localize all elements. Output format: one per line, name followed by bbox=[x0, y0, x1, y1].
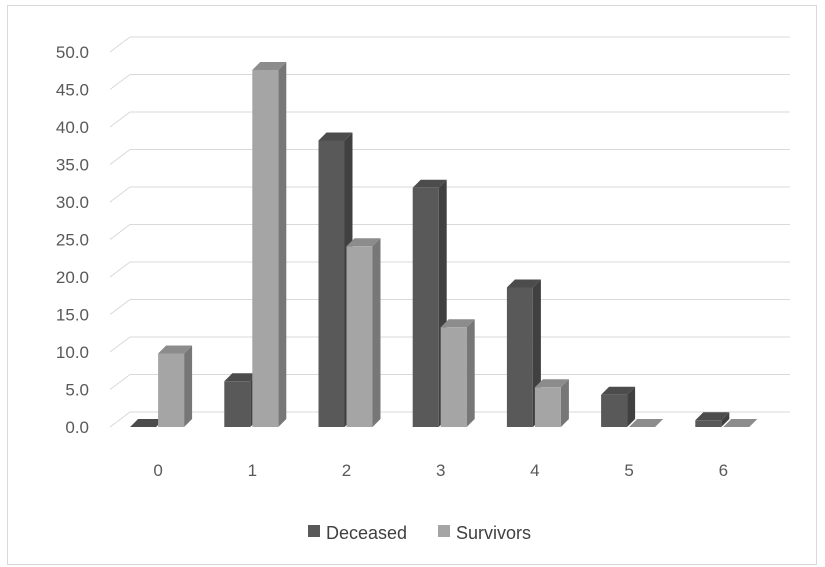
y-tick-label: 30.0 bbox=[56, 193, 89, 212]
bar-deceased-4 bbox=[506, 279, 541, 427]
y-tick-label: 15.0 bbox=[56, 306, 89, 325]
legend-label-deceased: Deceased bbox=[326, 523, 407, 543]
y-tick-label: 5.0 bbox=[65, 381, 89, 400]
bar-deceased-5 bbox=[601, 386, 636, 427]
bar-front bbox=[601, 394, 628, 427]
bar-front bbox=[412, 187, 439, 427]
y-axis-tick-labels: 0.0 5.0 10.0 15.0 20.0 25.0 30.0 35.0 40.0 45.0 50… bbox=[56, 43, 89, 437]
gridline-depth bbox=[109, 224, 131, 240]
bar-top bbox=[601, 386, 636, 395]
gridline-depth bbox=[109, 411, 131, 428]
x-tick-label: 4 bbox=[530, 461, 539, 480]
bar-front bbox=[440, 327, 467, 427]
bar-top bbox=[318, 132, 353, 141]
bar-top bbox=[506, 279, 541, 288]
gridline-depth bbox=[109, 149, 131, 165]
x-tick-label: 0 bbox=[153, 461, 162, 480]
y-tick-label: 10.0 bbox=[56, 343, 89, 362]
bar-side bbox=[466, 319, 475, 427]
gridline-depth bbox=[109, 74, 131, 90]
bar-front bbox=[346, 246, 373, 427]
bar-top bbox=[346, 238, 381, 247]
bar-deceased-0 bbox=[130, 419, 165, 427]
bar-survivors-1 bbox=[252, 62, 287, 427]
bar-top bbox=[440, 319, 475, 328]
y-tick-label: 40.0 bbox=[56, 118, 89, 137]
bar-survivors-3 bbox=[440, 319, 475, 427]
bar-top bbox=[695, 412, 730, 421]
bar-side bbox=[278, 62, 287, 427]
bar-survivors-6 bbox=[723, 419, 758, 427]
bar-front bbox=[252, 70, 279, 427]
bar-top bbox=[412, 179, 447, 188]
bar-front bbox=[224, 381, 251, 427]
bar-survivors-4 bbox=[534, 379, 569, 427]
bar-top bbox=[130, 419, 165, 427]
bar-top bbox=[158, 345, 193, 354]
y-tick-label: 35.0 bbox=[56, 156, 89, 175]
gridline-depth bbox=[109, 374, 131, 390]
bar-deceased-6 bbox=[695, 412, 730, 427]
bar-side bbox=[372, 238, 381, 427]
y-tick-label: 50.0 bbox=[56, 43, 89, 62]
bar-top bbox=[534, 379, 569, 388]
bar-front bbox=[534, 387, 561, 427]
x-tick-label: 2 bbox=[342, 461, 351, 480]
y-tick-label: 20.0 bbox=[56, 268, 89, 287]
legend-label-survivors: Survivors bbox=[456, 523, 531, 543]
x-tick-label: 3 bbox=[436, 461, 445, 480]
bar-survivors-2 bbox=[346, 238, 381, 427]
legend: Deceased Survivors bbox=[308, 523, 531, 543]
bars bbox=[130, 62, 758, 427]
bar-front bbox=[158, 353, 185, 427]
legend-swatch-deceased bbox=[308, 525, 320, 537]
legend-swatch-survivors bbox=[438, 525, 450, 537]
x-axis-tick-labels: 0 1 2 3 4 5 6 bbox=[153, 461, 728, 480]
chart-frame bbox=[7, 5, 817, 565]
bar-front bbox=[318, 140, 345, 427]
gridline-depth bbox=[109, 336, 131, 353]
gridline-depth bbox=[109, 36, 131, 53]
bar-side bbox=[721, 412, 730, 427]
bar-side bbox=[627, 386, 636, 427]
gridline-depth bbox=[109, 186, 131, 203]
y-tick-label: 25.0 bbox=[56, 231, 89, 250]
x-tick-label: 6 bbox=[719, 461, 728, 480]
bar-front bbox=[506, 287, 533, 427]
bar-top bbox=[723, 419, 758, 427]
bar-side bbox=[184, 345, 193, 427]
bar-side bbox=[560, 379, 569, 427]
gridline-depth bbox=[109, 111, 131, 128]
y-tick-label: 0.0 bbox=[65, 418, 89, 437]
bar-survivors-5 bbox=[629, 419, 664, 427]
bar-front bbox=[695, 420, 722, 427]
bar-top bbox=[224, 373, 259, 382]
x-tick-label: 1 bbox=[248, 461, 257, 480]
gridline-depth bbox=[109, 299, 131, 315]
bar-top bbox=[629, 419, 664, 427]
x-tick-label: 5 bbox=[624, 461, 633, 480]
gridline-depth bbox=[109, 261, 131, 278]
bar-top bbox=[252, 62, 287, 70]
y-tick-label: 45.0 bbox=[56, 81, 89, 100]
bar-survivors-0 bbox=[158, 345, 193, 427]
